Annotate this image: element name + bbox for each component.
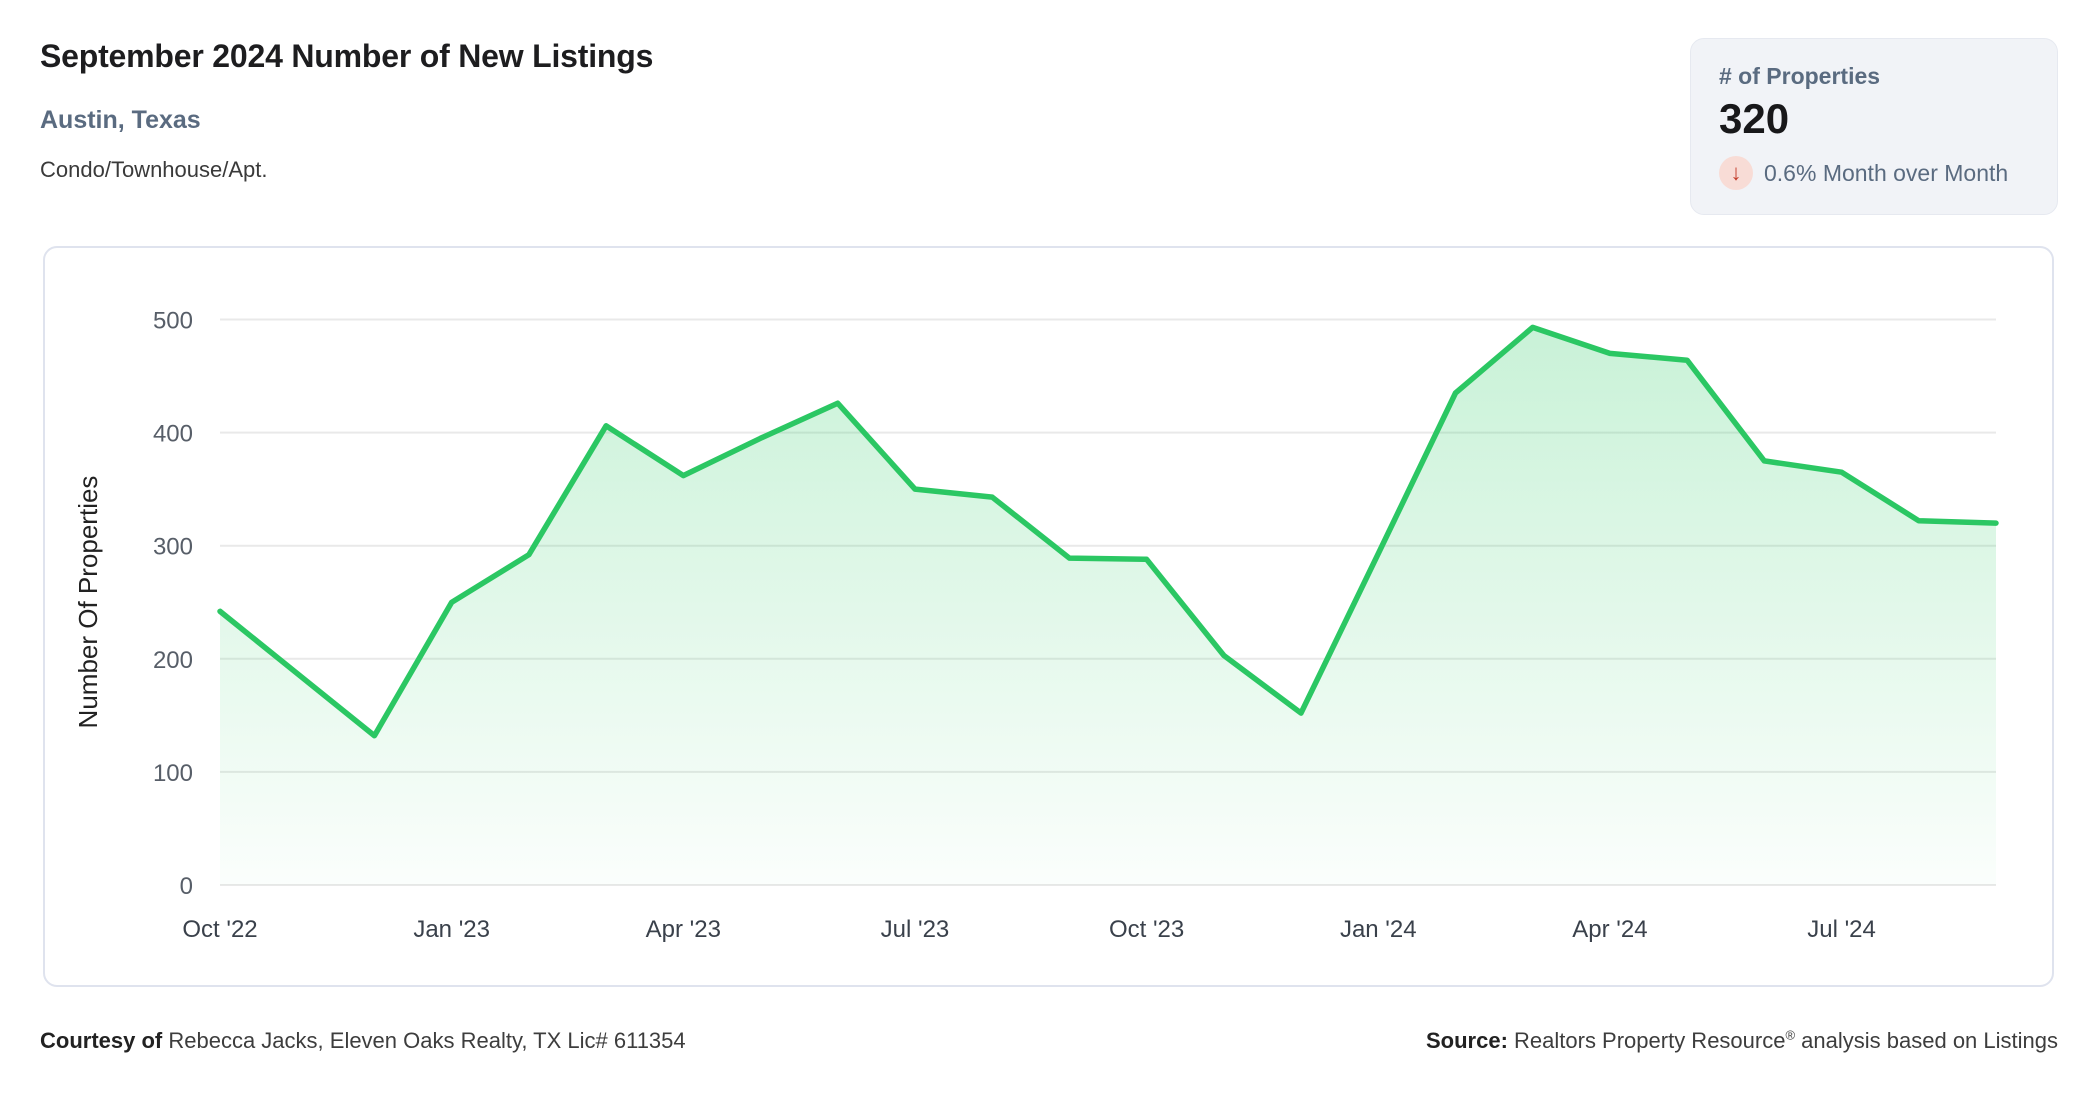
area-fill <box>220 327 1996 885</box>
stat-card-label: # of Properties <box>1719 63 1881 89</box>
new-listings-area-chart: 0 100 200 300 400 500 Oct '22 Jan '23 Apr '23 Jul… <box>73 308 1999 943</box>
y-axis-title: Number Of Properties <box>73 476 103 729</box>
property-type-subtitle: Condo/Townhouse/Apt. <box>40 157 268 182</box>
registered-mark: ® <box>1785 1027 1796 1043</box>
svg-text:Oct '23: Oct '23 <box>1109 916 1184 943</box>
trend-line <box>217 324 1999 739</box>
svg-text:Oct '22: Oct '22 <box>182 916 257 943</box>
chart-card: 0 100 200 300 400 500 Oct '22 Jan '23 Apr '23 Jul… <box>43 246 2054 987</box>
svg-text:300: 300 <box>153 534 193 561</box>
svg-text:Jul '23: Jul '23 <box>881 916 950 943</box>
svg-text:500: 500 <box>153 308 193 335</box>
svg-text:Apr '23: Apr '23 <box>646 916 721 943</box>
svg-text:Jan '23: Jan '23 <box>413 916 490 943</box>
source-text: Source: Realtors Property Resource® anal… <box>1425 1027 2058 1053</box>
x-axis-labels: Oct '22 Jan '23 Apr '23 Jul '23 Oct '23 Jan '… <box>182 916 1876 943</box>
page-title: September 2024 Number of New Listings <box>40 38 654 74</box>
svg-text:100: 100 <box>153 760 193 787</box>
courtesy-label: Courtesy of <box>40 1028 163 1053</box>
svg-text:400: 400 <box>153 421 193 448</box>
stat-card-change-row: ↓ 0.6% Month over Month <box>1719 156 2029 190</box>
courtesy-text: Courtesy of Rebecca Jacks, Eleven Oaks R… <box>40 1028 686 1053</box>
y-axis-labels: 0 100 200 300 400 500 <box>153 308 193 901</box>
stat-card-value: 320 <box>1719 95 1790 142</box>
svg-text:0: 0 <box>180 873 193 900</box>
source-label: Source: <box>1425 1028 1508 1053</box>
svg-text:Jul '24: Jul '24 <box>1807 916 1876 943</box>
properties-stat-card: # of Properties 320 ↓ 0.6% Month over Mo… <box>1690 38 2058 215</box>
svg-text:Jan '24: Jan '24 <box>1340 916 1417 943</box>
stat-card-change-text: 0.6% Month over Month <box>1764 159 2009 186</box>
down-arrow-icon: ↓ <box>1719 156 1753 190</box>
location-subtitle: Austin, Texas <box>40 106 201 134</box>
svg-text:200: 200 <box>153 647 193 674</box>
svg-text:Apr '24: Apr '24 <box>1572 916 1647 943</box>
